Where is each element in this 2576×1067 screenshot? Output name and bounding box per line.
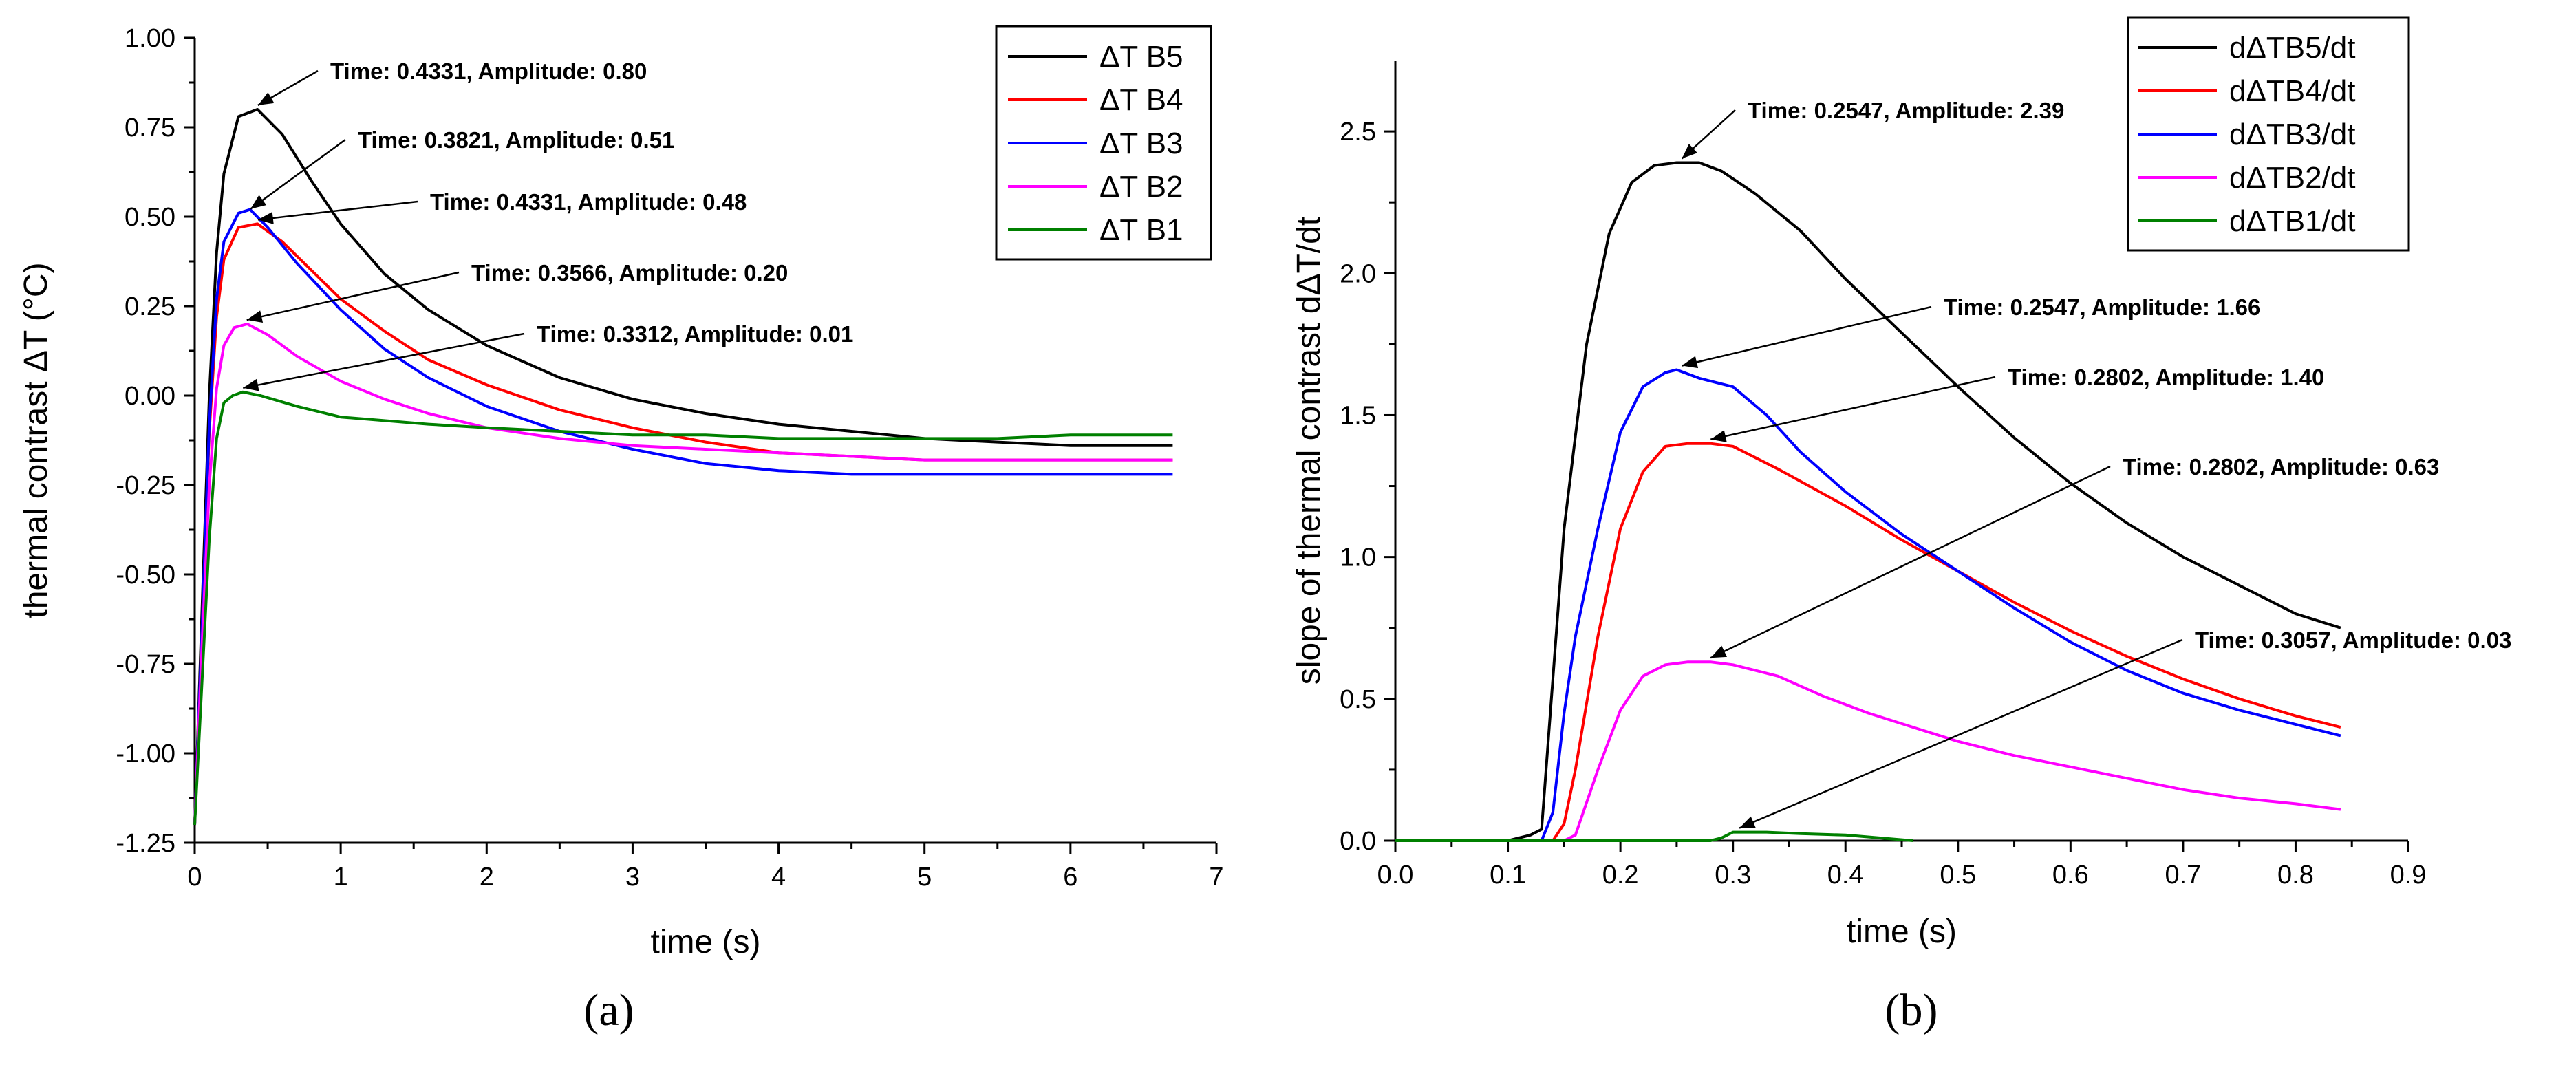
annotation-arrow: [243, 332, 525, 389]
y-tick-label: 0.00: [125, 382, 175, 411]
annotation-label: Time: 0.2547, Amplitude: 1.66: [1944, 294, 2260, 320]
annotation-label: Time: 0.4331, Amplitude: 0.80: [330, 58, 647, 84]
y-tick-label: -0.25: [116, 471, 175, 500]
annotation-arrow: [246, 271, 460, 321]
x-tick-label: 0.1: [1490, 861, 1526, 890]
y-tick-label: 0.50: [125, 203, 175, 232]
annotation-label: Time: 0.3057, Amplitude: 0.03: [2195, 627, 2511, 653]
x-tick-label: 3: [625, 863, 640, 892]
series-line-a-1: [193, 108, 1173, 826]
y-tick-label: 1.00: [125, 24, 175, 53]
annotation-label: Time: 0.2802, Amplitude: 1.40: [2008, 365, 2324, 390]
y-axis-label: thermal contrast ΔT (°C): [18, 262, 54, 618]
annotation-arrow: [1682, 305, 1932, 367]
panel-label: (a): [583, 985, 634, 1035]
y-tick-label: -1.25: [116, 829, 175, 858]
x-tick-label: 0.5: [1940, 861, 1976, 890]
x-axis-label: time (s): [1847, 914, 1957, 950]
y-axis-label: slope of thermal contrast dΔT/dt: [1291, 217, 1327, 685]
legend-label: ΔT B1: [1099, 213, 1183, 247]
x-tick-label: 0.8: [2277, 861, 2314, 890]
x-tick-label: 7: [1209, 863, 1223, 892]
y-tick-label: 0.25: [125, 292, 175, 321]
legend-label: dΔTB4/dt: [2229, 74, 2355, 108]
annotation-label: Time: 0.2547, Amplitude: 2.39: [1748, 98, 2064, 123]
annotation-arrowhead: [243, 378, 259, 391]
legend-label: ΔT B2: [1099, 170, 1183, 204]
annotation-arrowhead: [1710, 430, 1727, 442]
series-line-a-5: [193, 390, 1173, 826]
x-tick-label: 0.0: [1377, 861, 1414, 890]
x-tick-label: 0.3: [1715, 861, 1751, 890]
legend-label: ΔT B3: [1099, 127, 1183, 160]
y-tick-label: 2.5: [1340, 118, 1376, 147]
legend-label: dΔTB5/dt: [2229, 31, 2355, 65]
series-line-b-3: [1395, 368, 2341, 842]
annotation-arrowhead: [1739, 816, 1756, 828]
series-line-a-4: [193, 323, 1173, 826]
annotation-arrow: [1710, 376, 1996, 440]
y-tick-label: -1.00: [116, 740, 175, 768]
x-tick-label: 5: [917, 863, 932, 892]
x-tick-label: 2: [480, 863, 494, 892]
annotation-arrowhead: [257, 211, 274, 224]
x-axis-label: time (s): [651, 924, 761, 960]
x-tick-label: 0.7: [2165, 861, 2201, 890]
annotation-arrowhead: [1710, 645, 1728, 658]
y-tick-label: 1.5: [1340, 401, 1376, 430]
annotation-arrowhead: [1682, 143, 1697, 159]
y-tick-label: 2.0: [1340, 259, 1376, 288]
annotation-arrowhead: [246, 310, 264, 323]
x-tick-label: 0.4: [1827, 861, 1864, 890]
series-line-b-2: [1395, 442, 2341, 842]
annotation-label: Time: 0.3821, Amplitude: 0.51: [358, 127, 674, 153]
annotation-label: Time: 0.3566, Amplitude: 0.20: [471, 260, 788, 285]
series-line-a-2: [193, 222, 1173, 826]
y-tick-label: 0.75: [125, 114, 175, 142]
series-line-a-3: [193, 208, 1173, 826]
annotation-arrow: [1739, 638, 2183, 829]
annotation-label: Time: 0.4331, Amplitude: 0.48: [430, 189, 747, 215]
legend-label: dΔTB1/dt: [2229, 204, 2355, 238]
annotation-arrow: [1710, 465, 2111, 659]
panel-a-chart: 0 1 2 3 4 5 6 7 -1.25 -1.00 -0.75 -0.50 -0.25 0.00 0.2…: [18, 24, 1224, 1035]
x-tick-label: 0.6: [2052, 861, 2089, 890]
legend-label: dΔTB3/dt: [2229, 118, 2355, 151]
x-tick-label: 0.2: [1602, 861, 1639, 890]
series-line-b-5: [1395, 830, 1913, 842]
annotation-arrowhead: [1682, 356, 1699, 369]
panel-label: (b): [1885, 985, 1938, 1035]
x-tick-label: 4: [771, 863, 786, 892]
series-line-b-1: [1395, 161, 2341, 842]
y-tick-label: -0.75: [116, 650, 175, 679]
y-tick-label: 0.5: [1340, 685, 1376, 714]
y-tick-label: 1.0: [1340, 543, 1376, 572]
annotation-label: Time: 0.2802, Amplitude: 0.63: [2123, 454, 2439, 479]
annotation-arrowhead: [250, 195, 267, 209]
annotation-arrow: [250, 138, 346, 210]
legend-label: dΔTB2/dt: [2229, 161, 2355, 195]
x-tick-label: 1: [334, 863, 348, 892]
y-tick-label: -0.50: [116, 561, 175, 590]
legend-label: ΔT B5: [1099, 40, 1183, 74]
x-tick-label: 6: [1063, 863, 1077, 892]
annotation-arrowhead: [257, 92, 275, 105]
y-tick-label: 0.0: [1340, 827, 1376, 856]
legend-label: ΔT B4: [1099, 83, 1183, 117]
annotation-label: Time: 0.3312, Amplitude: 0.01: [537, 321, 853, 347]
x-tick-label: 0.9: [2390, 861, 2427, 890]
x-tick-label: 0: [187, 863, 202, 892]
panel-b-chart: 0.0 0.1 0.2 0.3 0.4 0.5 0.6 0.7 0.8 0.9 0.0 0.5 1.0 1…: [1291, 16, 2511, 1035]
series-line-b-4: [1395, 660, 2341, 842]
annotation-arrow: [257, 200, 418, 221]
